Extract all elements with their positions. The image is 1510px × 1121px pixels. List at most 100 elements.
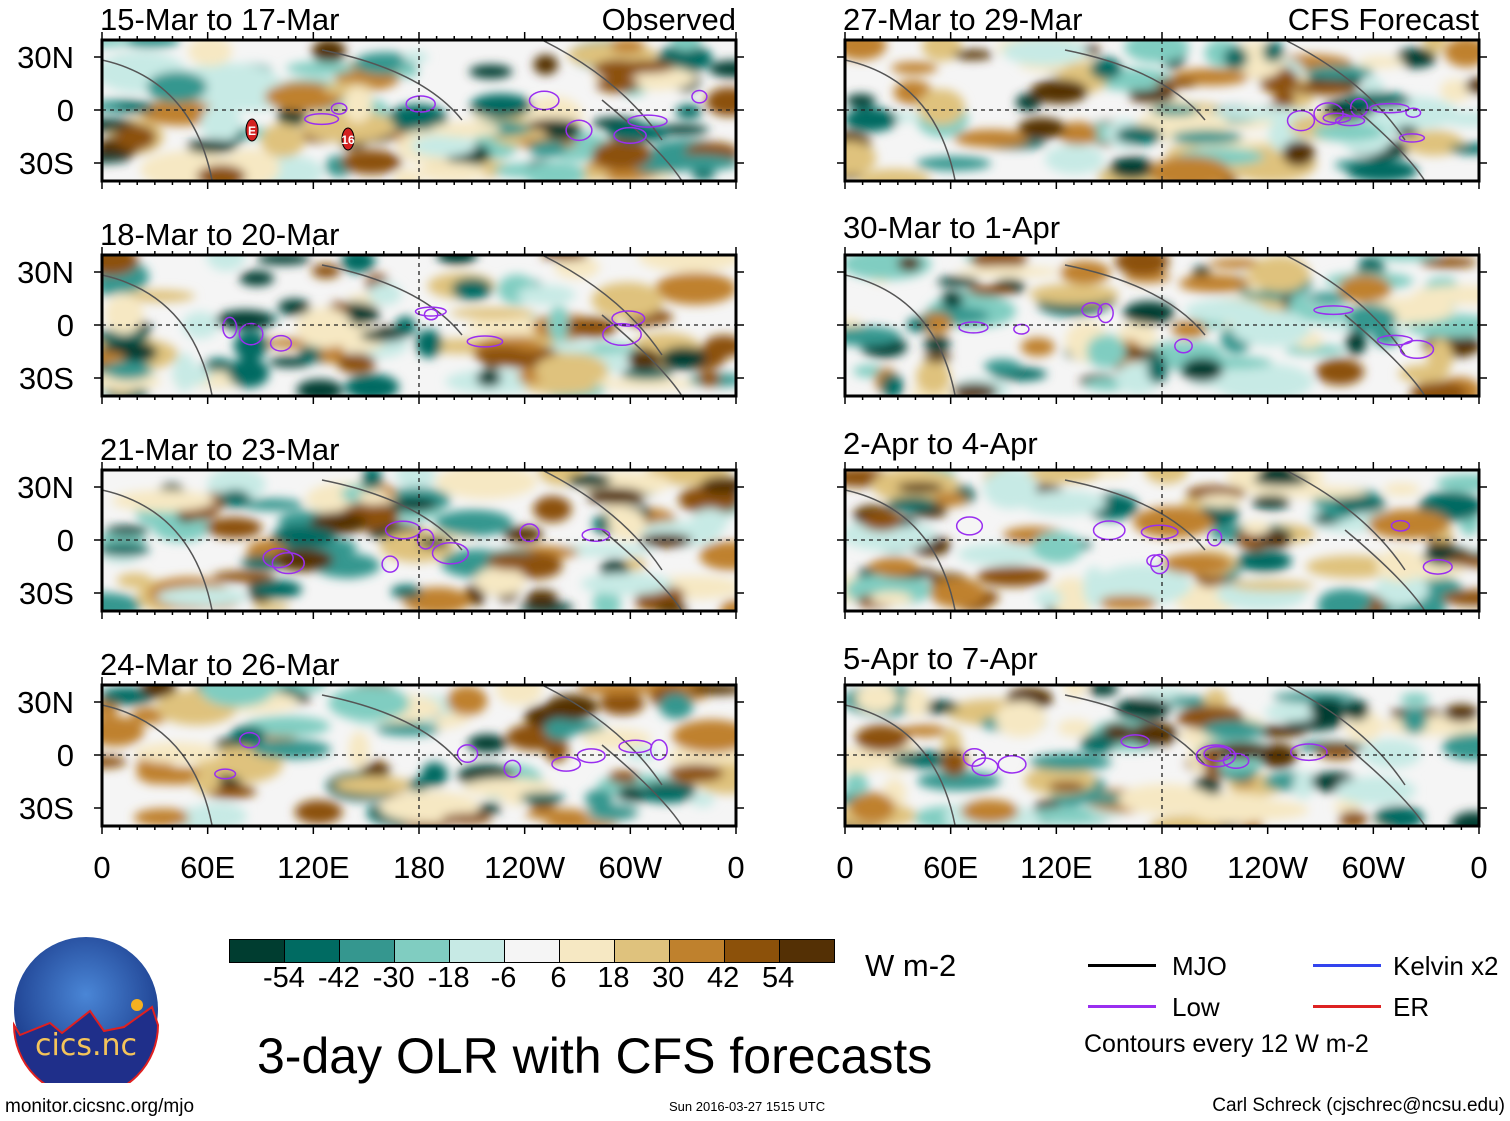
low-contour xyxy=(1174,338,1193,354)
coastline xyxy=(1064,479,1206,551)
olr-map-panel xyxy=(94,247,744,404)
low-contour xyxy=(602,322,642,347)
x-tick-label: 0 xyxy=(93,850,111,885)
low-contour xyxy=(1376,334,1413,346)
olr-anomaly-blob xyxy=(192,772,221,794)
olr-anomaly-blob xyxy=(477,803,502,814)
olr-anomaly-blob xyxy=(105,525,149,536)
olr-anomaly-blob xyxy=(296,379,344,396)
colorbar-label: 54 xyxy=(761,962,795,994)
coastline xyxy=(845,704,956,826)
olr-anomaly-blob xyxy=(344,373,400,396)
olr-anomaly-blob xyxy=(1400,693,1430,706)
colorbar-units: W m-2 xyxy=(865,948,957,983)
olr-anomaly-blob xyxy=(608,507,646,541)
olr-anomaly-blob xyxy=(205,517,263,539)
colorbar-label: -30 xyxy=(372,962,415,994)
olr-anomaly-blob xyxy=(241,498,304,511)
olr-map-panel xyxy=(94,677,744,834)
olr-anomaly-blob xyxy=(1129,721,1179,747)
olr-anomaly-blob xyxy=(845,140,877,176)
olr-anomaly-blob xyxy=(368,282,402,306)
y-tick-label: 30S xyxy=(18,791,74,826)
x-tick-label: 60E xyxy=(180,850,236,885)
olr-anomaly-blob xyxy=(1198,494,1243,508)
olr-anomaly-blob xyxy=(421,762,448,787)
olr-anomaly-blob xyxy=(1305,555,1398,579)
olr-anomaly-blob xyxy=(554,255,600,279)
low-contour xyxy=(456,744,479,763)
olr-anomaly-blob xyxy=(211,570,275,583)
x-tick-label: 60W xyxy=(1341,850,1406,885)
low-contour xyxy=(1349,97,1369,118)
low-contour xyxy=(551,756,582,772)
low-contour xyxy=(503,759,522,778)
olr-anomaly-blob xyxy=(566,316,618,338)
olr-anomaly-blob xyxy=(1268,485,1368,499)
olr-anomaly-blob xyxy=(1345,329,1367,356)
legend-label-mjo: MJO xyxy=(1172,951,1227,981)
olr-anomaly-blob xyxy=(967,285,1015,297)
olr-map-panel: E 16 xyxy=(94,32,744,189)
olr-anomaly-blob xyxy=(1335,776,1416,805)
olr-anomaly-blob xyxy=(624,557,646,571)
olr-anomaly-blob xyxy=(340,149,402,175)
olr-anomaly-blob xyxy=(1020,337,1055,357)
low-contour xyxy=(1081,302,1103,318)
low-contour xyxy=(1422,558,1453,575)
legend-label-kelvin: Kelvin x2 xyxy=(1393,951,1499,981)
column-label-observed: Observed xyxy=(601,2,736,37)
low-contour xyxy=(214,768,237,780)
low-contour xyxy=(611,310,646,327)
olr-anomaly-blob xyxy=(1087,685,1118,697)
olr-anomaly-blob xyxy=(525,808,592,821)
olr-anomaly-blob xyxy=(957,543,1043,566)
olr-anomaly-blob xyxy=(1124,40,1190,63)
coastline xyxy=(102,274,213,396)
olr-anomaly-blob xyxy=(1242,520,1270,536)
olr-anomaly-blob xyxy=(705,87,736,117)
olr-anomaly-blob xyxy=(389,497,439,512)
olr-anomaly-blob xyxy=(1401,708,1428,734)
olr-anomaly-blob xyxy=(319,343,346,364)
olr-anomaly-blob xyxy=(503,526,544,543)
olr-anomaly-blob xyxy=(1441,589,1479,607)
olr-anomaly-blob xyxy=(360,329,406,342)
olr-anomaly-blob xyxy=(394,66,420,78)
olr-anomaly-blob xyxy=(146,71,208,103)
colorbar-swatch xyxy=(780,940,834,962)
olr-anomaly-blob xyxy=(970,255,1028,270)
olr-anomaly-blob xyxy=(486,553,539,571)
olr-anomaly-blob xyxy=(533,54,559,75)
colorbar-swatch xyxy=(230,940,285,962)
olr-anomaly-blob xyxy=(1346,159,1418,181)
olr-anomaly-blob xyxy=(264,82,343,112)
low-contour xyxy=(627,114,668,128)
olr-anomaly-blob xyxy=(533,496,572,523)
olr-anomaly-blob xyxy=(1030,79,1089,104)
olr-anomaly-blob xyxy=(1306,292,1352,304)
olr-anomaly-blob xyxy=(1017,117,1066,140)
low-contour xyxy=(1390,519,1411,532)
coastline xyxy=(541,685,663,786)
x-tick-label: 0 xyxy=(727,850,745,885)
olr-anomaly-blob xyxy=(1439,110,1479,127)
olr-anomaly-blob xyxy=(435,470,538,499)
olr-anomaly-blob xyxy=(1341,92,1411,109)
olr-anomaly-blob xyxy=(591,282,664,319)
olr-anomaly-blob xyxy=(256,255,311,265)
olr-anomaly-blob xyxy=(544,736,569,763)
olr-anomaly-blob xyxy=(114,124,157,151)
olr-anomaly-blob xyxy=(1338,274,1392,303)
olr-anomaly-blob xyxy=(102,152,131,164)
low-contour xyxy=(381,555,399,573)
olr-anomaly-blob xyxy=(637,783,695,804)
olr-anomaly-blob xyxy=(186,139,237,154)
x-tick-label: 0 xyxy=(1470,850,1488,885)
olr-anomaly-blob xyxy=(120,40,180,48)
olr-anomaly-blob xyxy=(608,770,640,784)
olr-anomaly-blob xyxy=(936,276,980,287)
y-tick-label: 30S xyxy=(18,361,74,396)
coastline xyxy=(1284,255,1406,356)
low-contour xyxy=(238,731,261,749)
